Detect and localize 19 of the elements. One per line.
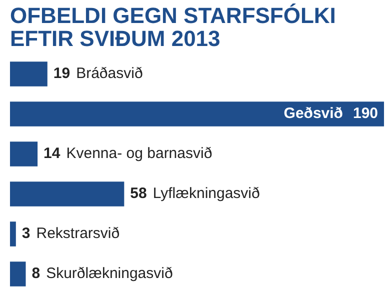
bar — [10, 62, 48, 86]
data-label: 190 — [352, 105, 378, 122]
y-tick-label: Bráðasvið — [76, 65, 143, 82]
chart-title: OFBELDI GEGN STARFSFÓLKI EFTIR SVIÐUM 2013 — [9, 2, 337, 53]
data-label: 19 — [53, 65, 70, 82]
data-label: 3 — [22, 225, 30, 242]
bar — [10, 222, 16, 246]
bar — [10, 182, 124, 206]
data-label: 58 — [130, 185, 147, 202]
y-tick-label: Lyflækningasvið — [152, 185, 260, 202]
bar — [10, 262, 26, 286]
y-tick-label: Geðsvið — [284, 105, 343, 122]
y-tick-label: Skurðlækningasvið — [46, 265, 173, 282]
y-tick-label: Rekstrarsvið — [36, 225, 120, 242]
data-label: 8 — [32, 265, 40, 282]
y-tick-label: Kvenna- og barnasvið — [66, 145, 212, 162]
data-label: 14 — [44, 145, 61, 162]
bar — [10, 142, 38, 166]
bar — [10, 102, 384, 126]
